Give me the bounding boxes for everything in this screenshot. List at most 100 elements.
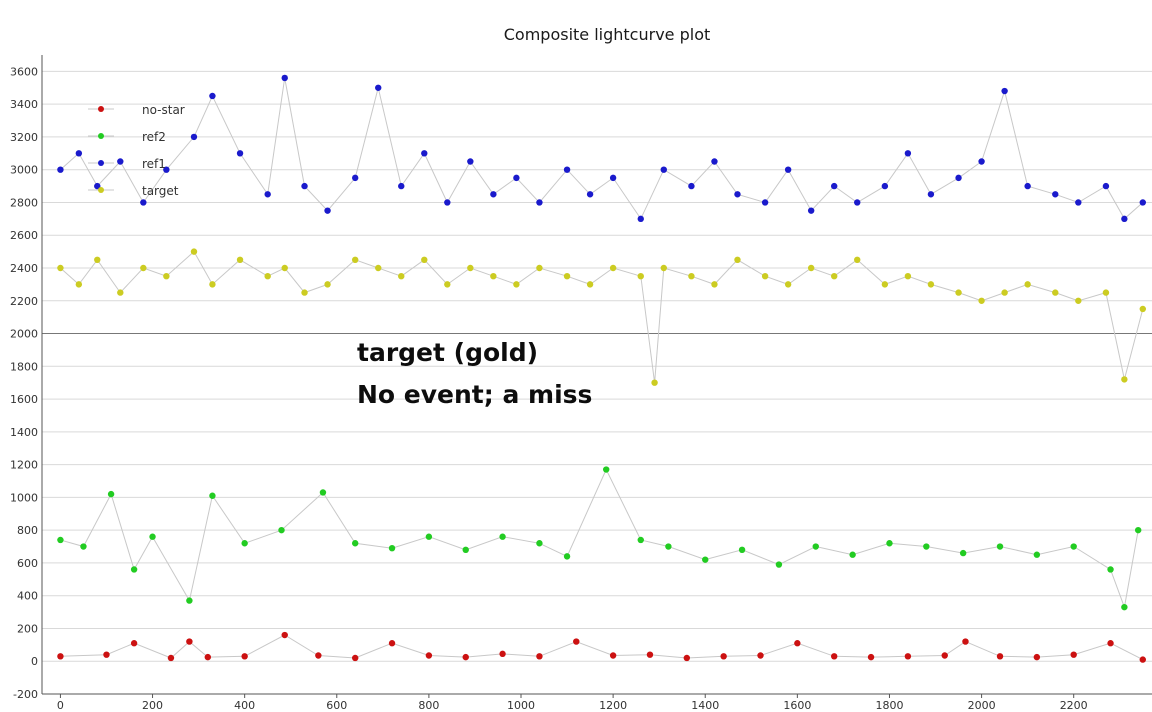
data-point <box>996 543 1004 550</box>
data-point <box>830 272 838 280</box>
data-point <box>281 631 288 639</box>
data-point <box>536 653 543 660</box>
y-tick-label: 2800 <box>10 196 38 209</box>
data-point <box>784 166 792 173</box>
data-point <box>1070 651 1077 658</box>
data-point <box>1139 199 1146 206</box>
data-point <box>204 653 212 661</box>
data-point <box>117 158 124 165</box>
data-point <box>660 264 667 272</box>
data-point <box>1121 603 1128 611</box>
data-point <box>683 654 691 662</box>
series-line <box>60 250 1144 383</box>
x-tick-label: 2000 <box>968 699 996 712</box>
data-point <box>1001 289 1008 296</box>
series-no-star <box>57 631 1146 663</box>
data-point <box>651 379 658 386</box>
data-point <box>978 158 985 165</box>
data-point <box>978 297 985 304</box>
legend-label: no-star <box>142 103 185 117</box>
data-point <box>351 256 359 264</box>
data-point <box>784 281 792 288</box>
data-point <box>186 638 193 645</box>
data-point <box>467 264 474 272</box>
data-point <box>80 543 87 550</box>
data-point <box>609 652 617 659</box>
legend-marker <box>98 106 104 112</box>
data-point <box>637 272 644 280</box>
x-tick-label: 1400 <box>691 699 719 712</box>
data-point <box>421 150 428 157</box>
legend-label: ref1 <box>142 157 166 171</box>
grid-lines <box>42 70 1152 695</box>
data-point <box>959 549 967 557</box>
data-point <box>425 652 433 659</box>
data-point <box>807 207 815 214</box>
annotation-no-event: No event; a miss <box>357 380 592 409</box>
data-point <box>315 652 322 659</box>
data-point <box>886 540 893 547</box>
data-point <box>75 150 83 157</box>
data-point <box>236 150 244 157</box>
y-tick-label: -200 <box>13 688 38 701</box>
data-point <box>1024 182 1031 190</box>
data-point <box>140 264 147 272</box>
data-point <box>688 272 695 280</box>
data-point <box>130 566 138 573</box>
annotation-target: target (gold) <box>357 338 538 367</box>
data-point <box>1121 376 1128 383</box>
data-point <box>388 544 396 552</box>
data-point <box>830 653 838 660</box>
series-line <box>60 77 1144 220</box>
series-target <box>57 248 1146 386</box>
data-point <box>324 207 331 214</box>
data-point <box>163 166 170 173</box>
x-tick-label: 1600 <box>783 699 811 712</box>
data-point <box>881 182 889 190</box>
data-point <box>462 653 469 661</box>
data-point <box>130 640 138 647</box>
legend-marker <box>98 160 104 166</box>
x-tick-label: 0 <box>57 699 64 712</box>
data-point <box>319 489 327 496</box>
data-point <box>665 543 672 550</box>
data-point <box>301 289 308 296</box>
data-point <box>167 654 175 662</box>
y-tick-label: 1000 <box>10 491 38 504</box>
data-point <box>351 654 359 662</box>
data-point <box>513 174 520 182</box>
y-tick-label: 400 <box>17 590 38 603</box>
data-point <box>57 264 64 272</box>
data-point <box>94 256 101 264</box>
data-point <box>563 166 571 173</box>
data-point <box>941 652 948 659</box>
x-tick-label: 400 <box>234 699 255 712</box>
data-point <box>830 182 838 190</box>
data-point <box>351 174 359 182</box>
data-point <box>1024 281 1031 288</box>
y-tick-label: 2600 <box>10 229 38 242</box>
series-ref2 <box>57 466 1142 611</box>
x-tick-label: 600 <box>326 699 347 712</box>
legend-label: ref2 <box>142 130 166 144</box>
data-point <box>660 166 667 173</box>
data-point <box>462 546 469 554</box>
legend-marker <box>98 133 104 139</box>
data-point <box>1107 640 1114 647</box>
data-point <box>955 289 962 296</box>
data-point <box>996 653 1004 660</box>
data-point <box>904 272 912 280</box>
data-point <box>1102 289 1110 296</box>
data-point <box>720 653 727 660</box>
data-point <box>734 256 741 264</box>
data-point <box>646 651 654 658</box>
data-point <box>421 256 428 264</box>
data-point <box>734 191 741 198</box>
data-point <box>867 653 875 661</box>
data-point <box>1139 656 1146 663</box>
data-point <box>927 191 935 198</box>
data-point <box>573 638 580 645</box>
data-point <box>117 289 124 296</box>
data-point <box>140 199 147 206</box>
legend-item: ref1 <box>88 157 166 171</box>
